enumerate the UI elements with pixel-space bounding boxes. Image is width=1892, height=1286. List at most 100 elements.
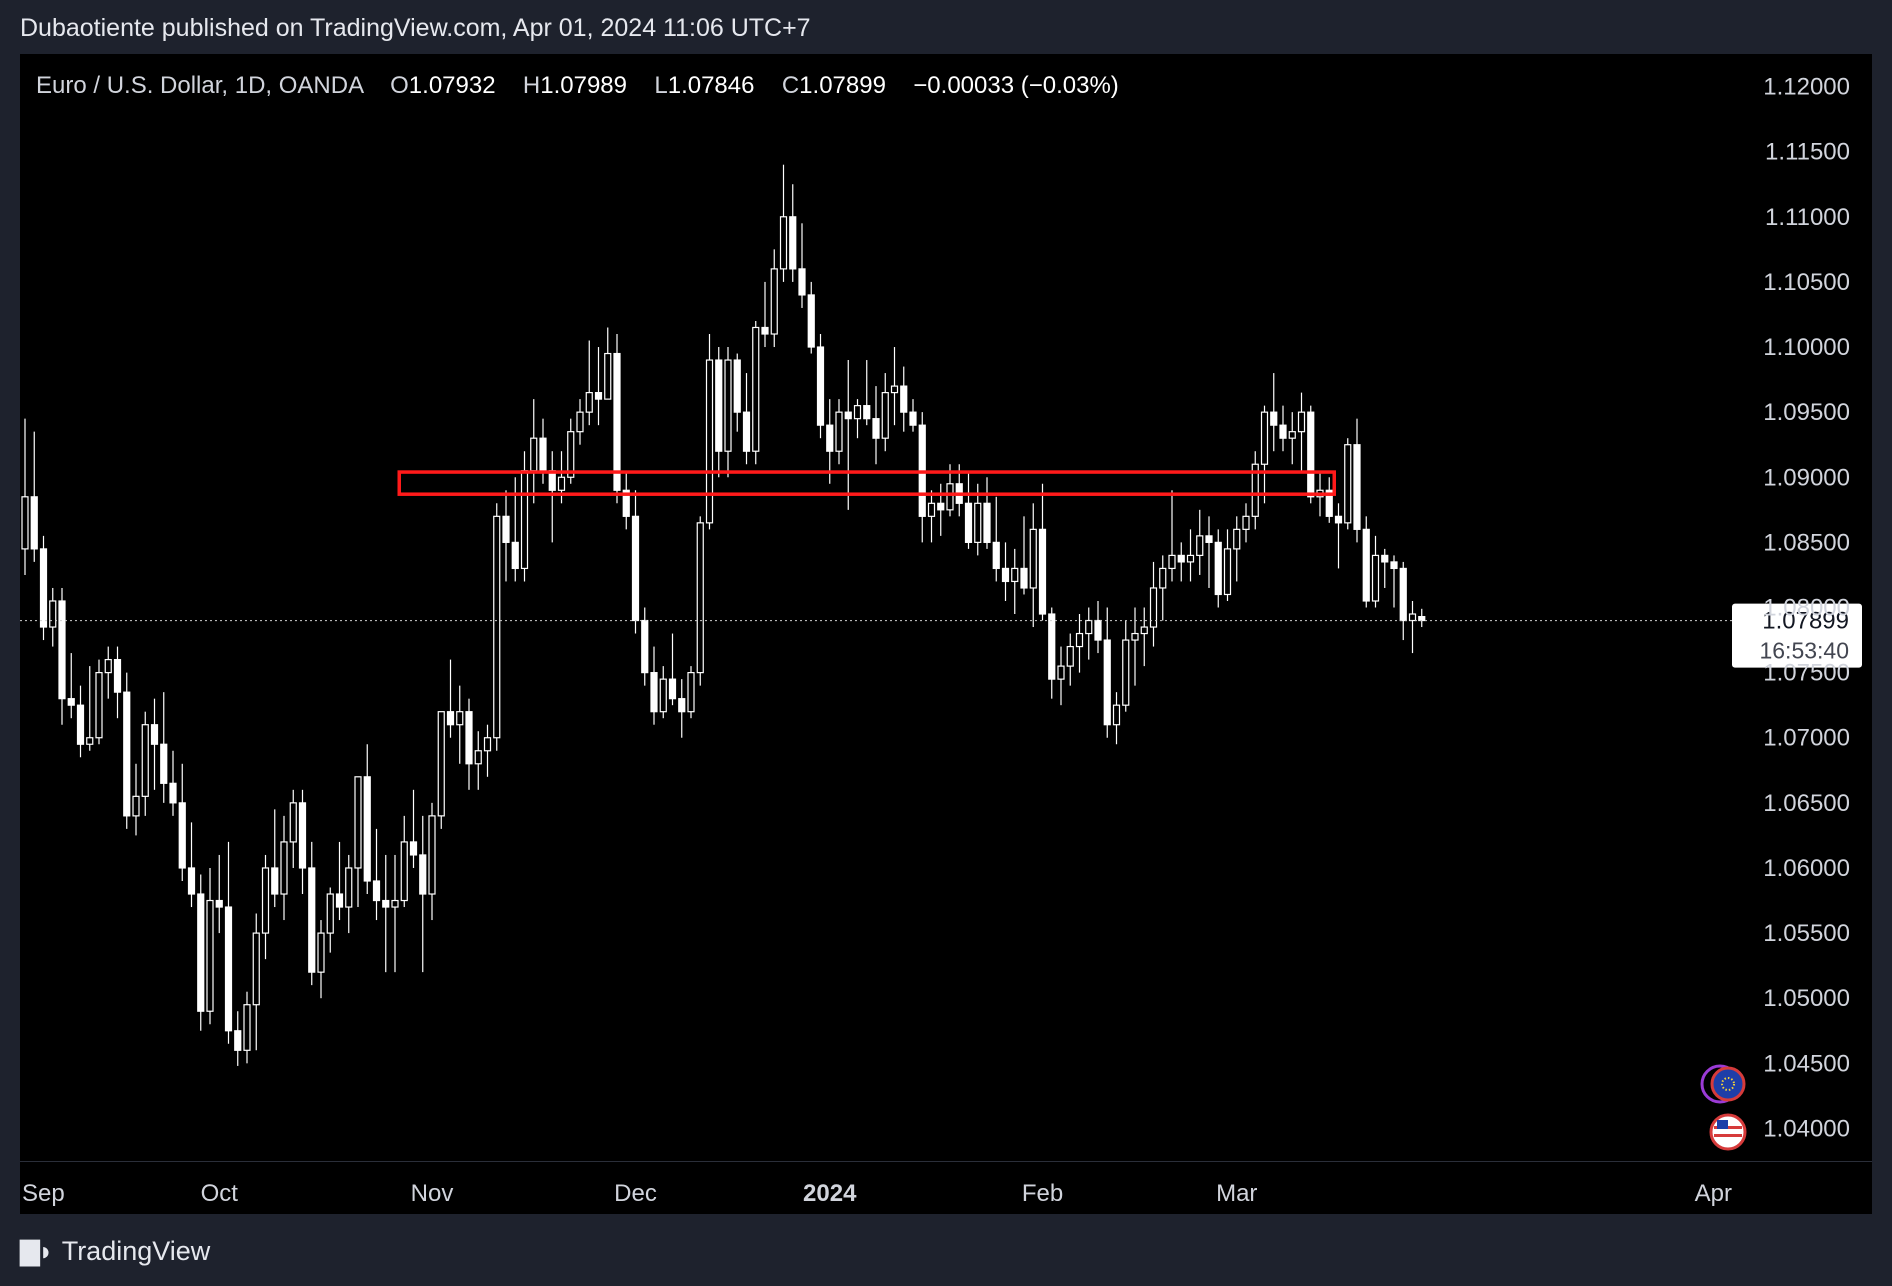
close-value: 1.07899 — [799, 72, 886, 99]
candle — [548, 451, 556, 543]
candle — [816, 334, 825, 439]
candle — [1334, 503, 1343, 569]
candle — [169, 750, 177, 816]
candle — [1242, 503, 1250, 543]
candle-body — [67, 698, 75, 706]
candle — [456, 685, 464, 764]
candle-body — [234, 1030, 242, 1051]
low-label: L — [654, 72, 668, 99]
low-value: 1.07846 — [667, 72, 755, 99]
candle-body — [1334, 515, 1343, 524]
candle — [1186, 529, 1195, 582]
candle-body — [1390, 561, 1398, 570]
candle-body — [215, 899, 223, 908]
candle — [30, 431, 38, 562]
candle-body — [465, 711, 473, 765]
y-tick-label: 1.08500 — [1763, 529, 1850, 556]
candle — [224, 841, 233, 1044]
candle — [234, 1011, 242, 1066]
candle-body — [113, 658, 122, 693]
candle — [123, 672, 131, 829]
candle-body — [1186, 554, 1195, 563]
candle — [1408, 600, 1417, 654]
candle — [354, 776, 362, 908]
x-tick-label: Sep — [22, 1180, 65, 1207]
candle — [779, 164, 788, 282]
candle — [197, 874, 205, 1031]
candle-body — [1149, 587, 1158, 628]
candle-body — [224, 906, 233, 1032]
candle-body — [826, 424, 834, 452]
candle-body — [1251, 463, 1259, 517]
candle-body — [1399, 567, 1407, 622]
chart-area[interactable]: Euro / U.S. Dollar, 1D, OANDA O1.07932 H… — [20, 54, 1872, 1214]
candle-body — [335, 893, 344, 908]
candle — [1011, 548, 1019, 615]
candle-body — [419, 854, 427, 895]
candle — [853, 399, 862, 439]
candle — [1353, 418, 1361, 543]
price-tag-price: 1.07899 — [1762, 608, 1849, 635]
candle — [474, 731, 482, 790]
candle-body — [483, 737, 492, 752]
candle — [76, 685, 85, 758]
candle-body — [1344, 444, 1352, 524]
candle — [909, 399, 917, 432]
candle-body — [49, 600, 57, 628]
candle — [927, 490, 936, 543]
candle-body — [437, 711, 445, 817]
candle-body — [150, 724, 159, 745]
candle-body — [372, 880, 381, 902]
candle — [400, 815, 408, 908]
candle-body — [1011, 567, 1019, 583]
candle-body — [1066, 645, 1074, 667]
candle-body — [86, 737, 94, 745]
candle — [715, 347, 723, 478]
open-value: 1.07932 — [408, 72, 496, 99]
candle — [1038, 483, 1047, 621]
candle — [1168, 490, 1176, 582]
candle-body — [141, 724, 149, 797]
close-label: C — [781, 72, 800, 99]
candle-body — [1233, 528, 1241, 550]
candle-body — [678, 698, 686, 713]
candle — [1418, 608, 1426, 628]
candle — [1251, 451, 1259, 530]
candle — [1159, 555, 1167, 621]
candle-body — [687, 672, 695, 713]
candle-body — [1223, 548, 1232, 596]
candle — [252, 913, 260, 1051]
candle-body — [539, 437, 547, 472]
y-tick-label: 1.06000 — [1763, 855, 1850, 882]
candle — [465, 698, 473, 790]
candle — [335, 841, 344, 921]
y-tick-label: 1.11500 — [1765, 139, 1850, 166]
candle-body — [622, 489, 630, 517]
usd-flag-icon — [1709, 1113, 1747, 1151]
candle — [1029, 503, 1037, 628]
candle-body — [1408, 613, 1417, 622]
tradingview-footer[interactable]: ▇◗ TradingView — [20, 1236, 210, 1267]
candle-body — [345, 867, 353, 908]
candle — [206, 867, 214, 1025]
candle-body — [724, 359, 732, 452]
candle — [1122, 620, 1130, 712]
y-tick-label: 1.06500 — [1763, 790, 1850, 817]
y-tick-label: 1.05000 — [1763, 985, 1850, 1012]
candle — [641, 607, 649, 686]
candle-body — [557, 476, 566, 491]
candle-body — [95, 672, 103, 739]
candle-body — [502, 515, 510, 543]
resistance-zone-rect — [397, 470, 1336, 496]
candle — [733, 353, 741, 432]
candle-body — [187, 867, 196, 895]
candle — [1270, 373, 1278, 452]
candle — [678, 679, 686, 738]
candle — [1381, 548, 1389, 588]
candle — [132, 763, 140, 836]
candle — [49, 587, 57, 647]
x-tick-label: Oct — [201, 1180, 239, 1207]
candle-body — [696, 522, 704, 674]
candle — [289, 789, 297, 868]
